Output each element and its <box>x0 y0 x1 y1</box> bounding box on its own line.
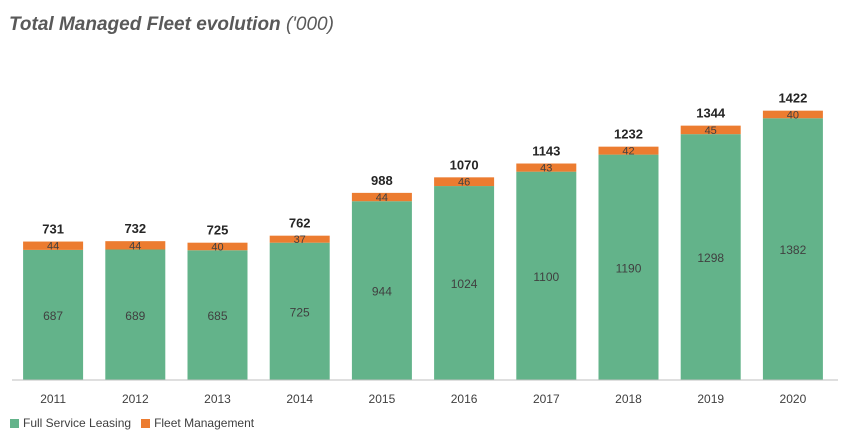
x-tick-label-2016: 2016 <box>451 392 478 406</box>
bar-fm-2018 <box>598 146 659 155</box>
bar-fm-2011 <box>23 241 84 250</box>
x-tick-label-2020: 2020 <box>780 392 807 406</box>
x-tick-label-2018: 2018 <box>615 392 642 406</box>
total-label-2011: 731 <box>42 222 64 237</box>
data-label-fm-2016: 46 <box>458 177 470 189</box>
total-label-2016: 1070 <box>450 157 479 172</box>
data-label-fm-2014: 37 <box>294 234 306 246</box>
x-tick-label-2014: 2014 <box>286 392 313 406</box>
x-tick-label-2015: 2015 <box>369 392 396 406</box>
bar-fm-2012 <box>105 241 166 250</box>
data-label-fm-2015: 44 <box>376 192 388 204</box>
legend-item-fm: Fleet Management <box>141 416 254 430</box>
bar-fsl-2013 <box>187 250 248 380</box>
data-label-fsl-2017: 1100 <box>533 270 559 284</box>
bar-fm-2016 <box>434 177 495 187</box>
data-label-fsl-2012: 689 <box>125 309 145 323</box>
data-label-fsl-2011: 687 <box>43 309 63 323</box>
data-label-fm-2013: 40 <box>211 241 223 253</box>
bar-fm-2014 <box>269 235 330 243</box>
bar-fsl-2018 <box>598 154 659 380</box>
data-label-fm-2020: 40 <box>787 109 799 121</box>
total-label-2012: 732 <box>124 221 146 236</box>
legend-label-fsl: Full Service Leasing <box>23 416 132 430</box>
chart-title-text: Total Managed Fleet evolution <box>9 14 281 35</box>
legend-label-fm: Fleet Management <box>154 416 255 430</box>
bar-fsl-2017 <box>516 171 577 380</box>
data-label-fsl-2013: 685 <box>207 309 227 323</box>
legend-swatch-fm <box>141 418 151 428</box>
bar-fm-2013 <box>187 242 248 251</box>
data-label-fsl-2018: 1190 <box>616 261 642 275</box>
data-label-fm-2017: 43 <box>540 163 552 175</box>
bar-fm-2015 <box>351 192 412 202</box>
total-label-2015: 988 <box>371 173 393 188</box>
total-label-2018: 1232 <box>614 127 643 142</box>
x-tick-label-2012: 2012 <box>122 392 149 406</box>
bar-fsl-2020 <box>762 118 823 380</box>
bar-fm-2020 <box>762 110 823 119</box>
bar-fsl-2012 <box>105 249 166 380</box>
x-tick-label-2011: 2011 <box>40 392 66 406</box>
bar-fsl-2011 <box>23 249 84 380</box>
data-label-fsl-2019: 1298 <box>697 251 724 265</box>
x-tick-label-2019: 2019 <box>697 392 724 406</box>
total-label-2013: 725 <box>207 223 229 238</box>
bar-fsl-2014 <box>269 242 330 380</box>
data-label-fm-2012: 44 <box>129 240 141 252</box>
chart-title: Total Managed Fleet evolution ('000) <box>9 14 334 36</box>
chart-title-unit: ('000) <box>285 14 334 35</box>
x-tick-label-2017: 2017 <box>533 392 560 406</box>
bar-fsl-2015 <box>351 201 412 380</box>
total-label-2017: 1143 <box>532 144 560 159</box>
bar-fm-2017 <box>516 163 577 172</box>
data-label-fsl-2015: 944 <box>372 285 392 299</box>
data-label-fsl-2014: 725 <box>290 305 310 319</box>
bar-fsl-2016 <box>434 186 495 380</box>
data-label-fsl-2020: 1382 <box>780 243 807 257</box>
data-label-fm-2018: 42 <box>622 146 634 158</box>
total-label-2019: 1344 <box>696 106 726 121</box>
data-label-fm-2011: 44 <box>47 241 59 253</box>
total-label-2020: 1422 <box>778 91 807 106</box>
data-label-fm-2019: 45 <box>705 125 717 137</box>
data-label-fsl-2016: 1024 <box>451 277 478 291</box>
x-tick-label-2013: 2013 <box>204 392 231 406</box>
legend-swatch-fsl <box>10 418 19 428</box>
chart-legend: Full Service Leasing Fleet Management <box>10 416 254 430</box>
bar-fm-2019 <box>680 125 741 135</box>
bar-fsl-2019 <box>680 134 741 380</box>
legend-item-fsl: Full Service Leasing <box>10 416 131 430</box>
total-label-2014: 762 <box>289 216 311 231</box>
